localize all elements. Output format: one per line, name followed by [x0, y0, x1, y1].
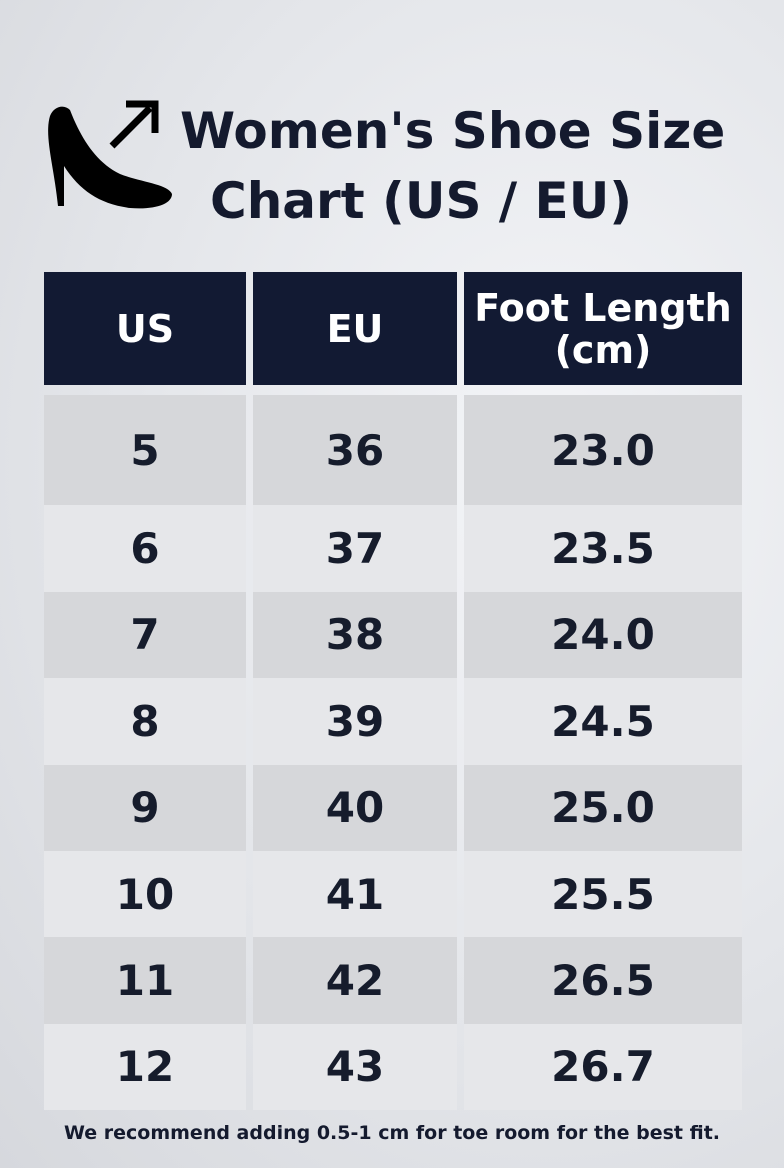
table-cell: 43: [253, 1023, 457, 1111]
title-line: Chart (US / EU): [210, 172, 633, 230]
table-cell: 37: [253, 505, 457, 592]
table-cell: 8: [44, 678, 246, 765]
table-cell: 5: [44, 395, 246, 506]
table-cell: 36: [253, 395, 457, 506]
table-cell: 42: [253, 937, 457, 1024]
shoe-icon: [48, 100, 172, 209]
table-cell: 40: [253, 764, 457, 851]
table-cell: 10: [44, 851, 246, 938]
table-cell: 38: [253, 591, 457, 679]
table-cell: 41: [253, 851, 457, 938]
title: Women's Shoe Size Chart (US / EU): [180, 96, 760, 236]
table-cell: 11: [44, 937, 246, 1024]
table-cell: 25.0: [464, 764, 742, 851]
column-header: EU: [253, 272, 457, 385]
table-cell: 26.5: [464, 937, 742, 1024]
table-cell: 26.7: [464, 1023, 742, 1111]
table-cell: 39: [253, 678, 457, 765]
table-cell: 24.5: [464, 678, 742, 765]
table-cell: 23.5: [464, 505, 742, 592]
column-header: Foot Length (cm): [464, 272, 742, 385]
table-cell: 23.0: [464, 395, 742, 506]
footnote: We recommend adding 0.5-1 cm for toe roo…: [63, 1122, 721, 1144]
column-header: US: [44, 272, 246, 385]
table-cell: 6: [44, 505, 246, 592]
table-cell: 25.5: [464, 851, 742, 938]
table-cell: 12: [44, 1023, 246, 1111]
table-cell: 9: [44, 764, 246, 851]
table-cell: 24.0: [464, 591, 742, 679]
table-cell: 7: [44, 591, 246, 679]
title-line: Women's Shoe Size: [180, 102, 726, 160]
